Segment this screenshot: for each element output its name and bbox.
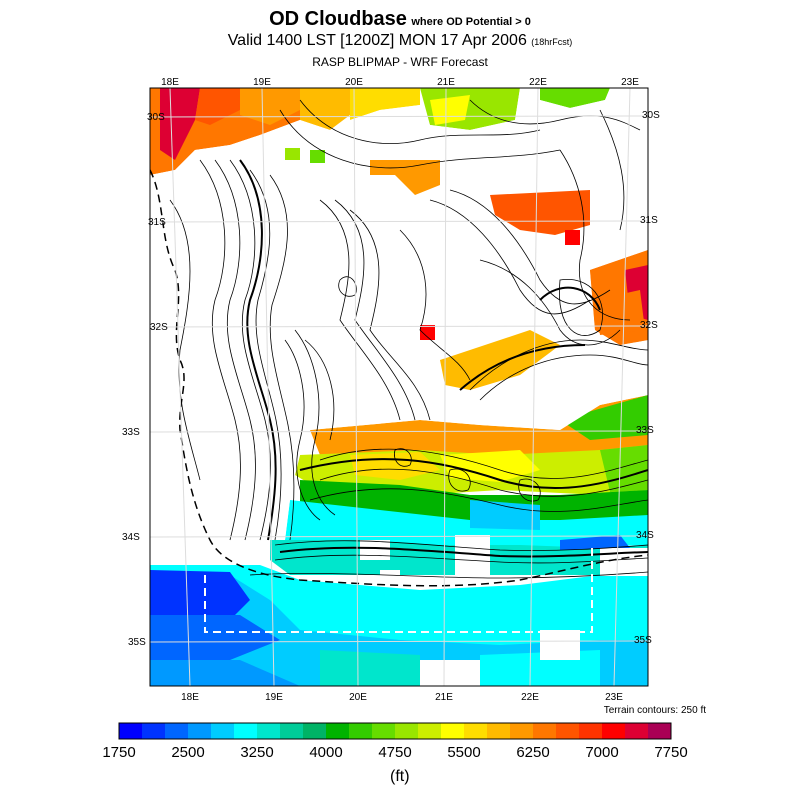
colorbar-swatch [142,723,166,739]
axis-labels: 18E 19E 20E 21E 22E 23E 18E 19E 20E 21E … [122,77,660,703]
colorbar-swatch [464,723,488,739]
plot-area [150,88,648,686]
left-lat-label: 30S [147,112,165,123]
left-lat-label: 33S [122,427,140,438]
right-lat-label: 30S [642,110,660,121]
inner-domain-box [204,545,593,633]
colorbar-swatch [487,723,511,739]
left-lat-label: 32S [150,322,168,333]
colorbar-swatch [211,723,235,739]
colorbar-swatch [418,723,442,739]
bottom-lon-label: 20E [349,692,367,703]
colorbar-label: 6250 [516,744,549,761]
colorbar-label: 7750 [654,744,687,761]
colorbar-label: 1750 [102,744,135,761]
plot-frame [149,87,649,687]
colorbar-swatch [188,723,212,739]
colorbar-label: 4000 [309,744,342,761]
top-lon-label: 22E [529,77,547,88]
top-lon-label: 19E [253,77,271,88]
colorbar-swatch [395,723,419,739]
right-lat-label: 31S [640,215,658,226]
forecast-hour: (18hrFcst) [531,37,573,47]
colorbar-swatch [165,723,189,739]
graticule [150,88,648,686]
colorbar-swatch [556,723,580,739]
colorbar [118,722,672,740]
colorbar-swatch [602,723,626,739]
top-lon-label: 23E [621,77,639,88]
map-title: OD Cloudbase where OD Potential > 0 [0,8,800,31]
valid-time: Valid 1400 LST [1200Z] MON 17 Apr 2006 [227,32,527,49]
colorbar-swatch [625,723,649,739]
terrain-contour-note: Terrain contours: 250 ft [603,705,706,716]
valid-time-line: Valid 1400 LST [1200Z] MON 17 Apr 2006 (… [0,32,800,50]
colorbar-units: (ft) [390,768,410,785]
colorbar-label: 4750 [378,744,411,761]
top-lon-label: 18E [161,77,179,88]
colorbar-swatch [326,723,350,739]
left-lat-label: 31S [148,217,166,228]
colorbar-swatch [648,723,672,739]
top-lon-label: 20E [345,77,363,88]
left-lat-label: 34S [122,532,140,543]
right-lat-label: 35S [634,635,652,646]
major-contours [239,159,648,558]
colorbar-label: 7000 [585,744,618,761]
colorbar-labels: 1750 2500 3250 4000 4750 5500 6250 7000 … [102,744,687,761]
bottom-lon-label: 22E [521,692,539,703]
colorbar-swatch [234,723,258,739]
top-lon-label: 21E [437,77,455,88]
cloudbase-field [150,88,648,686]
colorbar-swatch [372,723,396,739]
left-lat-label: 35S [128,637,146,648]
colorbar-swatch [349,723,373,739]
colorbar-label: 3250 [240,744,273,761]
colorbar-frame [118,722,672,740]
title-qualifier: where OD Potential > 0 [411,16,531,28]
bottom-lon-label: 18E [181,692,199,703]
bottom-lon-label: 19E [265,692,283,703]
right-lat-label: 32S [640,320,658,331]
title-main: OD Cloudbase [269,8,407,30]
bottom-lon-label: 23E [605,692,623,703]
colorbar-swatch [579,723,603,739]
colorbar-swatch [257,723,281,739]
colorbar-label: 2500 [171,744,204,761]
colorbar-swatch [441,723,465,739]
colorbar-swatch [119,723,143,739]
terrain-contours [169,99,648,579]
model-source: RASP BLIPMAP - WRF Forecast [312,55,488,69]
colorbar-swatch [533,723,557,739]
right-lat-label: 33S [636,425,654,436]
colorbar-swatch [280,723,304,739]
bottom-lon-label: 21E [435,692,453,703]
colorbar-swatch [510,723,534,739]
coastline [150,169,648,587]
colorbar-swatch [303,723,327,739]
right-lat-label: 34S [636,530,654,541]
colorbar-label: 5500 [447,744,480,761]
